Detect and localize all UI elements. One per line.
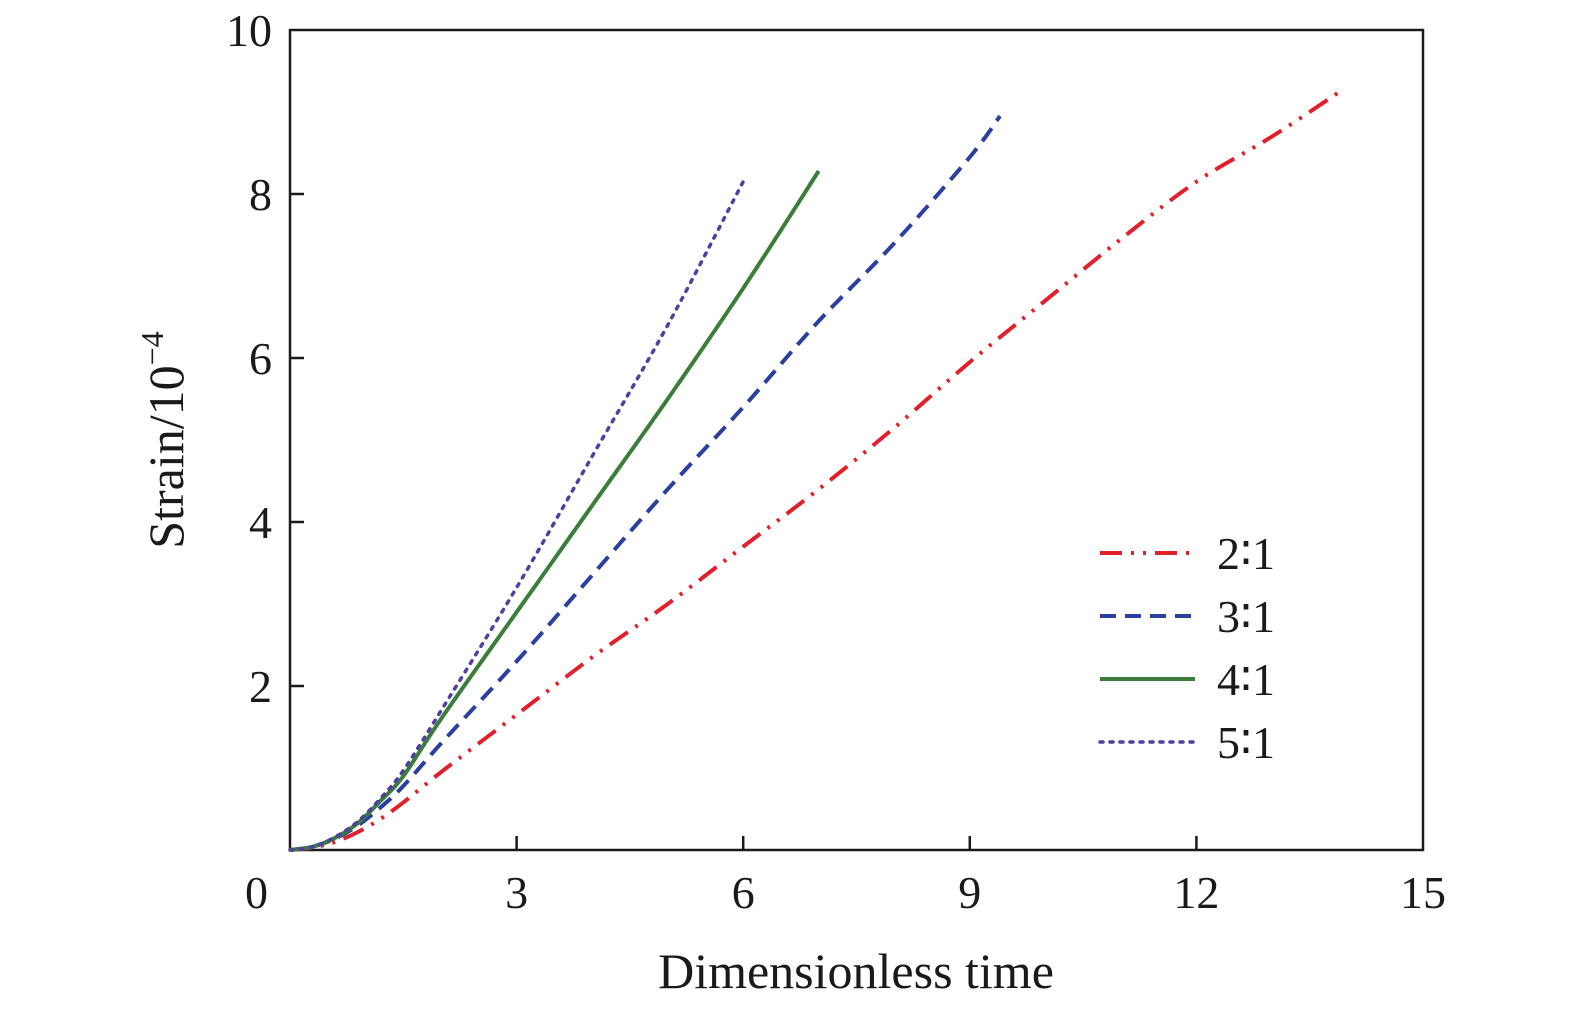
legend-label-4: 5∶1	[1217, 717, 1275, 768]
y-tick-label: 6	[249, 333, 272, 384]
axis-ticks: 0 3 6 9 12 15 2 4 6 8 10	[226, 5, 1446, 918]
series-line-1	[289, 87, 1345, 852]
y-axis-label-exponent: −4	[134, 331, 170, 365]
legend-label-1: 2∶1	[1217, 528, 1275, 579]
series-line-4	[288, 179, 745, 852]
x-tick-label: 15	[1400, 867, 1446, 918]
y-axis-label-main: Strain/10	[138, 365, 194, 548]
y-tick-label: 4	[249, 497, 272, 548]
x-tick-label: 12	[1173, 867, 1219, 918]
x-tick-label: 3	[505, 867, 528, 918]
legend-label-3: 4∶1	[1217, 654, 1275, 705]
x-tick-label: 0	[245, 867, 268, 918]
legend-label-2: 3∶1	[1217, 591, 1275, 642]
plot-frame	[288, 28, 1425, 852]
y-tick-label: 2	[249, 661, 272, 712]
x-tick-label: 6	[732, 867, 755, 918]
x-tick-label: 9	[958, 867, 981, 918]
series-line-2	[289, 114, 1002, 852]
x-axis-label: Dimensionless time	[658, 943, 1054, 999]
legend: 2∶1 3∶1 4∶1 5∶1	[1098, 528, 1275, 768]
series-layer	[288, 87, 1345, 852]
y-tick-label: 8	[249, 169, 272, 220]
y-axis-label: Strain/10−4	[134, 331, 194, 548]
series-line-3	[289, 169, 821, 852]
y-tick-label: 10	[226, 5, 272, 56]
